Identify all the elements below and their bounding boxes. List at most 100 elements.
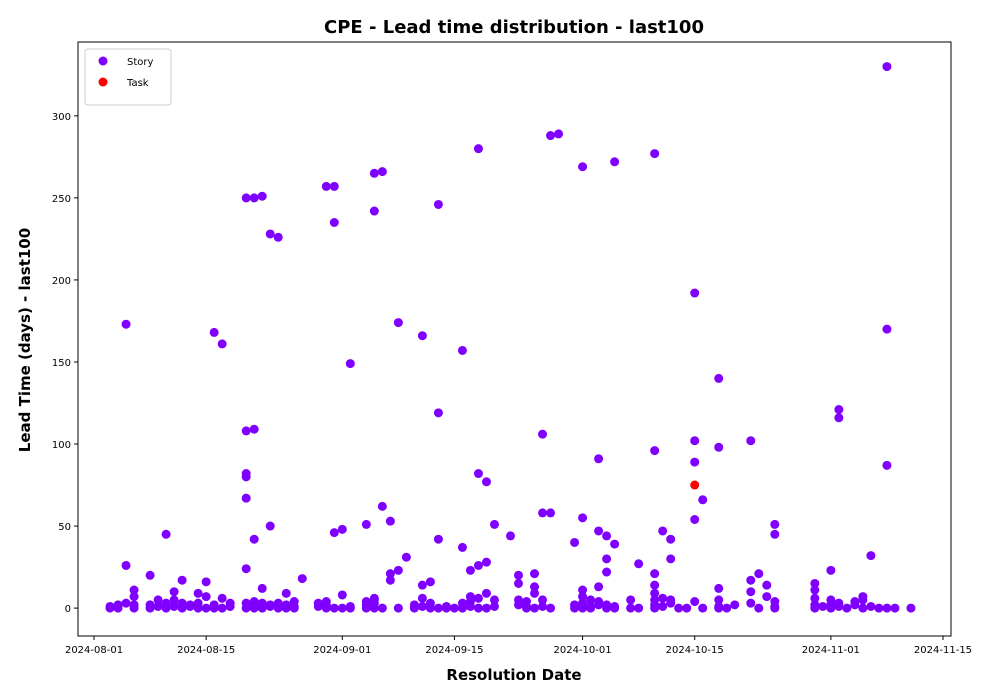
data-point-story [514, 595, 524, 605]
data-point-story [177, 575, 187, 585]
data-point-story [690, 514, 700, 524]
data-point-story [321, 181, 331, 191]
data-point-story [281, 588, 291, 598]
data-point-story [433, 603, 443, 613]
data-point-story [690, 288, 700, 298]
data-point-story [746, 598, 756, 608]
data-point-story [714, 583, 724, 593]
data-point-story [465, 597, 475, 607]
y-tick-label: 100 [52, 440, 71, 451]
data-point-story [770, 519, 780, 529]
data-point-story [666, 534, 676, 544]
data-point-task [690, 480, 700, 490]
data-point-story [153, 595, 163, 605]
data-point-story [401, 552, 411, 562]
data-point-story [906, 603, 916, 613]
data-point-story [594, 600, 604, 610]
series-task [690, 480, 700, 490]
data-point-story [746, 587, 756, 597]
data-point-story [602, 567, 612, 577]
data-point-story [826, 565, 836, 575]
data-point-story [826, 603, 836, 613]
data-point-story [634, 603, 644, 613]
data-point-story [762, 580, 772, 590]
data-point-story [321, 600, 331, 610]
data-point-story [858, 595, 868, 605]
legend-label: Task [126, 78, 149, 89]
plot-frame [77, 41, 952, 637]
x-tick-label: 2024-08-15 [177, 645, 235, 656]
data-point-story [610, 539, 620, 549]
data-point-story [393, 565, 403, 575]
data-point-story [578, 162, 588, 172]
data-point-story [433, 534, 443, 544]
data-point-story [409, 603, 419, 613]
data-point-story [369, 206, 379, 216]
data-point-story [441, 603, 451, 613]
data-point-story [489, 601, 499, 611]
data-point-story [129, 585, 139, 595]
data-point-story [698, 603, 708, 613]
data-point-story [505, 531, 515, 541]
data-point-story [225, 598, 235, 608]
data-point-story [193, 598, 203, 608]
data-point-story [385, 575, 395, 585]
data-point-story [874, 603, 884, 613]
data-point-story [682, 603, 692, 613]
data-point-story [570, 537, 580, 547]
data-point-story [714, 595, 724, 605]
data-point-story [273, 232, 283, 242]
data-point-story [377, 603, 387, 613]
plot-area: 0 50 100 150 200 250 300 2024-08-01 2024-08-15 20… [52, 41, 972, 656]
data-point-story [882, 603, 892, 613]
data-point-story [610, 157, 620, 167]
x-tick-label: 2024-09-01 [313, 645, 371, 656]
x-tick-label: 2024-11-01 [802, 645, 860, 656]
data-point-story [361, 600, 371, 610]
data-point-story [602, 600, 612, 610]
data-point-story [249, 597, 259, 607]
data-point-story [626, 603, 636, 613]
data-point-story [417, 580, 427, 590]
data-point-story [882, 324, 892, 334]
data-point-story [746, 575, 756, 585]
data-point-story [425, 577, 435, 587]
legend: Story Task [84, 48, 172, 106]
data-point-story [866, 551, 876, 561]
legend-marker [98, 56, 108, 66]
data-point-story [481, 588, 491, 598]
data-point-story [746, 436, 756, 446]
data-point-story [834, 405, 844, 415]
data-point-story [169, 601, 179, 611]
data-point-story [241, 564, 251, 574]
data-point-story [578, 585, 588, 595]
data-point-story [514, 578, 524, 588]
data-point-story [329, 528, 339, 538]
data-point-story [842, 603, 852, 613]
x-tick-label: 2024-08-01 [65, 645, 123, 656]
data-point-story [674, 603, 684, 613]
data-point-story [489, 595, 499, 605]
data-point-story [265, 521, 275, 531]
data-point-story [273, 598, 283, 608]
data-point-story [257, 598, 267, 608]
data-point-story [570, 603, 580, 613]
data-point-story [449, 603, 459, 613]
data-point-story [177, 598, 187, 608]
data-point-story [329, 603, 339, 613]
data-point-story [241, 493, 251, 503]
data-point-story [722, 603, 732, 613]
data-point-story [241, 426, 251, 436]
data-point-story [473, 144, 483, 154]
data-point-story [666, 554, 676, 564]
data-point-story [866, 601, 876, 611]
data-point-story [810, 585, 820, 595]
data-point-story [201, 577, 211, 587]
data-point-story [818, 601, 828, 611]
data-point-story [257, 583, 267, 593]
data-point-story [538, 601, 548, 611]
data-point-story [530, 603, 540, 613]
data-point-story [313, 598, 323, 608]
y-tick-label: 200 [52, 276, 71, 287]
data-point-story [337, 603, 347, 613]
